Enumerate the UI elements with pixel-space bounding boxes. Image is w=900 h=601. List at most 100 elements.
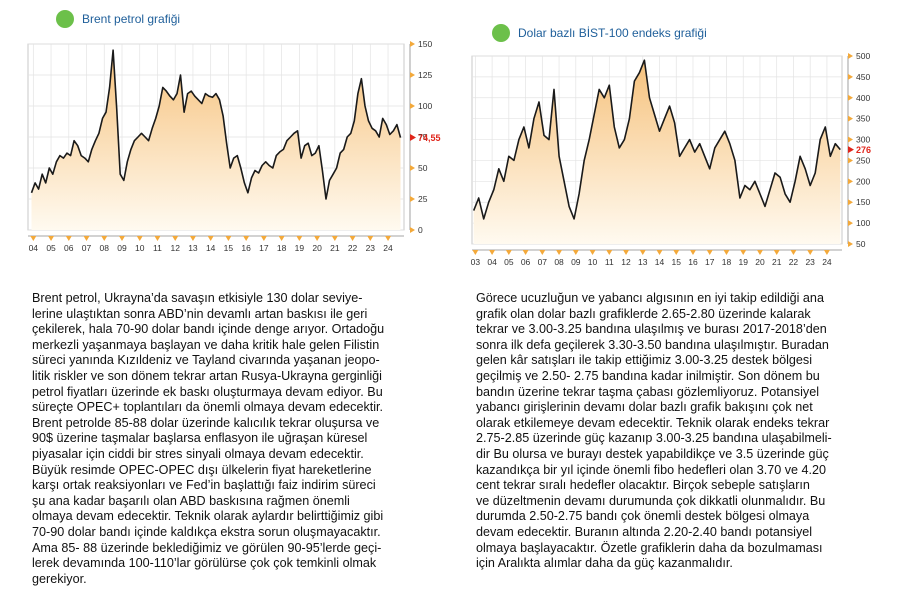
x-tick-label: 12 <box>621 257 631 267</box>
y-tick-label: 400 <box>856 93 870 103</box>
x-tick-marker <box>639 250 646 255</box>
y-tick-label: 300 <box>856 135 870 145</box>
x-tick-marker <box>539 250 546 255</box>
x-tick-marker <box>101 236 108 241</box>
series-line <box>472 59 841 220</box>
x-tick-marker <box>189 236 196 241</box>
x-tick-label: 10 <box>588 257 598 267</box>
x-tick-label: 14 <box>206 243 216 253</box>
brent-analysis-paragraph: Brent petrol, Ukrayna’da savaşın etkisiy… <box>32 291 385 586</box>
bist-chart-title-row: Dolar bazlı BİST-100 endeks grafiği <box>492 24 707 42</box>
series-area <box>31 50 401 231</box>
x-tick-marker <box>606 250 613 255</box>
x-tick-marker <box>385 236 392 241</box>
x-tick-marker <box>225 236 232 241</box>
series-area <box>473 60 841 245</box>
x-tick-marker <box>331 236 338 241</box>
x-tick-marker <box>706 250 713 255</box>
y-tick-label: 150 <box>418 39 432 49</box>
y-tick-marker <box>410 196 415 202</box>
x-tick-label: 21 <box>330 243 340 253</box>
x-tick-label: 07 <box>538 257 548 267</box>
y-tick-label: 0 <box>418 225 423 235</box>
x-tick-label: 22 <box>348 243 358 253</box>
x-tick-marker <box>756 250 763 255</box>
x-tick-marker <box>83 236 90 241</box>
x-tick-label: 17 <box>259 243 269 253</box>
x-tick-label: 12 <box>170 243 180 253</box>
y-tick-label: 100 <box>418 101 432 111</box>
x-tick-marker <box>556 250 563 255</box>
x-tick-label: 06 <box>64 243 74 253</box>
bist-chart-title: Dolar bazlı BİST-100 endeks grafiği <box>518 26 707 40</box>
y-tick-marker <box>848 115 853 122</box>
x-tick-marker <box>154 236 161 241</box>
x-tick-label: 24 <box>822 257 832 267</box>
x-tick-label: 17 <box>705 257 715 267</box>
x-tick-label: 19 <box>738 257 748 267</box>
x-tick-label: 19 <box>295 243 305 253</box>
x-tick-marker <box>656 250 663 255</box>
x-tick-marker <box>260 236 267 241</box>
x-tick-label: 24 <box>383 243 393 253</box>
x-tick-marker <box>243 236 250 241</box>
x-tick-marker <box>172 236 179 241</box>
current-value-label: 74,55 <box>418 133 441 143</box>
x-tick-label: 16 <box>241 243 251 253</box>
x-tick-marker <box>278 236 285 241</box>
bist100-usd-chart: 50 100 150 200 250 300 350 400 450 500 276 03 04 05 06… <box>471 51 871 267</box>
x-tick-marker <box>30 236 37 241</box>
series-line <box>30 49 402 200</box>
x-tick-label: 13 <box>188 243 198 253</box>
x-tick-marker <box>773 250 780 255</box>
x-tick-marker <box>589 250 596 255</box>
x-tick-label: 08 <box>100 243 110 253</box>
x-tick-label: 08 <box>554 257 564 267</box>
y-tick-marker <box>848 53 853 59</box>
y-tick-marker <box>848 241 853 247</box>
x-tick-marker <box>790 250 797 255</box>
brent-chart-title: Brent petrol grafiği <box>82 12 181 26</box>
x-tick-marker <box>723 250 730 255</box>
bist-analysis-paragraph: Görece ucuzluğun ve yabancı algısının en… <box>476 291 832 571</box>
y-tick-marker <box>848 157 853 164</box>
y-tick-marker <box>848 136 853 143</box>
x-tick-marker <box>349 236 356 241</box>
x-tick-label: 14 <box>655 257 665 267</box>
x-tick-marker <box>807 250 814 255</box>
y-tick-marker <box>410 165 415 171</box>
x-tick-label: 11 <box>153 243 162 253</box>
x-tick-label: 13 <box>638 257 648 267</box>
y-tick-label: 450 <box>856 72 870 82</box>
y-tick-label: 75 <box>418 132 428 142</box>
x-tick-marker <box>505 250 512 255</box>
y-tick-label: 50 <box>418 163 428 173</box>
x-tick-marker <box>472 250 479 255</box>
x-tick-marker <box>673 250 680 255</box>
x-tick-label: 10 <box>135 243 145 253</box>
y-tick-label: 500 <box>856 51 870 61</box>
x-tick-marker <box>489 250 496 255</box>
x-tick-label: 04 <box>487 257 497 267</box>
x-tick-label: 11 <box>605 257 614 267</box>
x-tick-label: 03 <box>471 257 481 267</box>
y-tick-marker <box>848 220 853 227</box>
x-tick-marker <box>367 236 374 241</box>
y-tick-label: 250 <box>856 155 870 165</box>
green-dot-icon <box>492 24 510 42</box>
x-tick-marker <box>296 236 303 241</box>
x-tick-marker <box>65 236 72 241</box>
x-tick-label: 06 <box>521 257 531 267</box>
x-tick-marker <box>740 250 747 255</box>
x-tick-marker <box>572 250 579 255</box>
x-tick-marker <box>689 250 696 255</box>
x-tick-marker <box>207 236 214 241</box>
y-tick-marker <box>410 41 415 47</box>
x-tick-label: 20 <box>312 243 322 253</box>
x-tick-marker <box>823 250 830 255</box>
brent-price-chart: 0 25 50 75 100 125 150 74,55 04 05 06 07 08 09 10 11 12 1… <box>27 39 441 253</box>
y-tick-marker <box>848 178 853 185</box>
x-tick-marker <box>136 236 143 241</box>
x-tick-label: 18 <box>722 257 732 267</box>
x-tick-label: 22 <box>789 257 799 267</box>
